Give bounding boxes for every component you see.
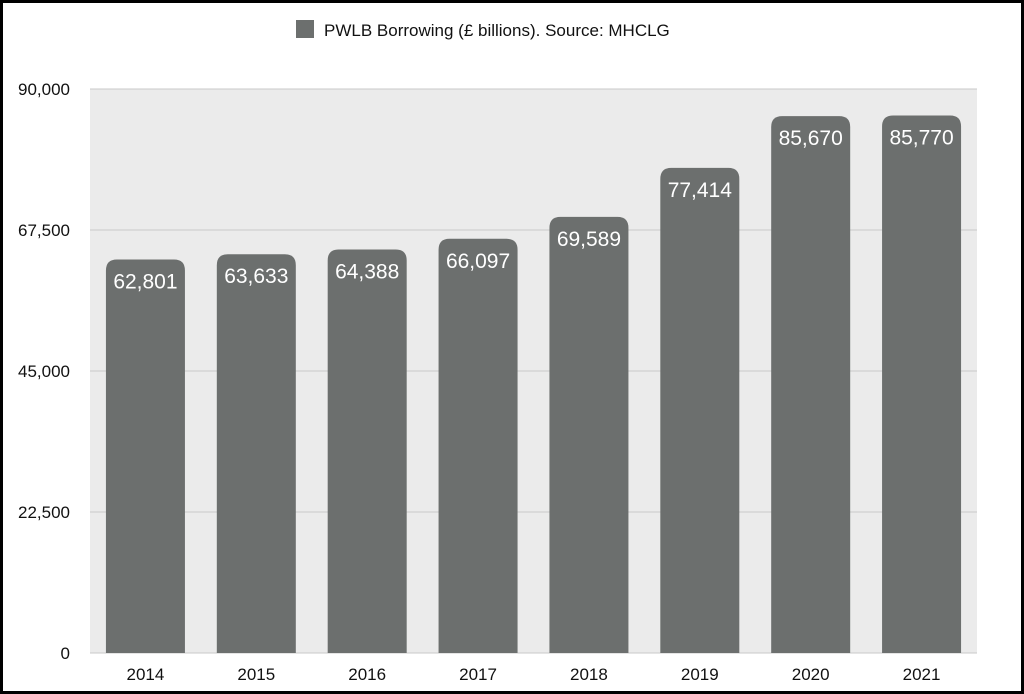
data-label: 63,633 (224, 265, 288, 288)
bar-series: 62,801 63,633 64,388 66,097 69,589 77,414 85,6… (105, 115, 962, 654)
data-label: 62,801 (113, 270, 177, 293)
x-tick-label: 2015 (237, 665, 275, 684)
bar (771, 116, 851, 654)
y-tick-label: 22,500 (18, 503, 70, 522)
data-label: 85,670 (779, 127, 843, 150)
bar (660, 167, 740, 654)
x-tick-label: 2020 (792, 665, 830, 684)
y-tick-label: 0 (61, 644, 70, 663)
bar (216, 254, 296, 653)
data-label: 64,388 (335, 261, 399, 284)
x-tick-label: 2017 (459, 665, 497, 684)
x-tick-label: 2021 (903, 665, 941, 684)
data-label: 85,770 (889, 127, 953, 150)
legend-swatch (296, 20, 314, 38)
x-tick-label: 2019 (681, 665, 719, 684)
y-axis: 0 22,500 45,000 67,500 90,000 (18, 80, 70, 663)
data-label: 69,589 (557, 228, 621, 251)
y-tick-label: 67,500 (18, 221, 70, 240)
legend-label: PWLB Borrowing (£ billions). Source: MHC… (324, 21, 670, 40)
x-tick-label: 2016 (348, 665, 386, 684)
bar (327, 249, 407, 653)
x-axis: 2014 2015 2016 2017 2018 2019 2020 2021 (127, 665, 941, 684)
legend: PWLB Borrowing (£ billions). Source: MHC… (296, 20, 670, 40)
y-tick-label: 45,000 (18, 362, 70, 381)
bar (438, 238, 518, 654)
data-label: 77,414 (668, 179, 733, 202)
y-tick-label: 90,000 (18, 80, 70, 99)
x-tick-label: 2014 (127, 665, 165, 684)
bar (105, 259, 185, 653)
data-label: 66,097 (446, 250, 510, 273)
bar (882, 115, 962, 654)
bar (549, 216, 629, 653)
x-tick-label: 2018 (570, 665, 608, 684)
